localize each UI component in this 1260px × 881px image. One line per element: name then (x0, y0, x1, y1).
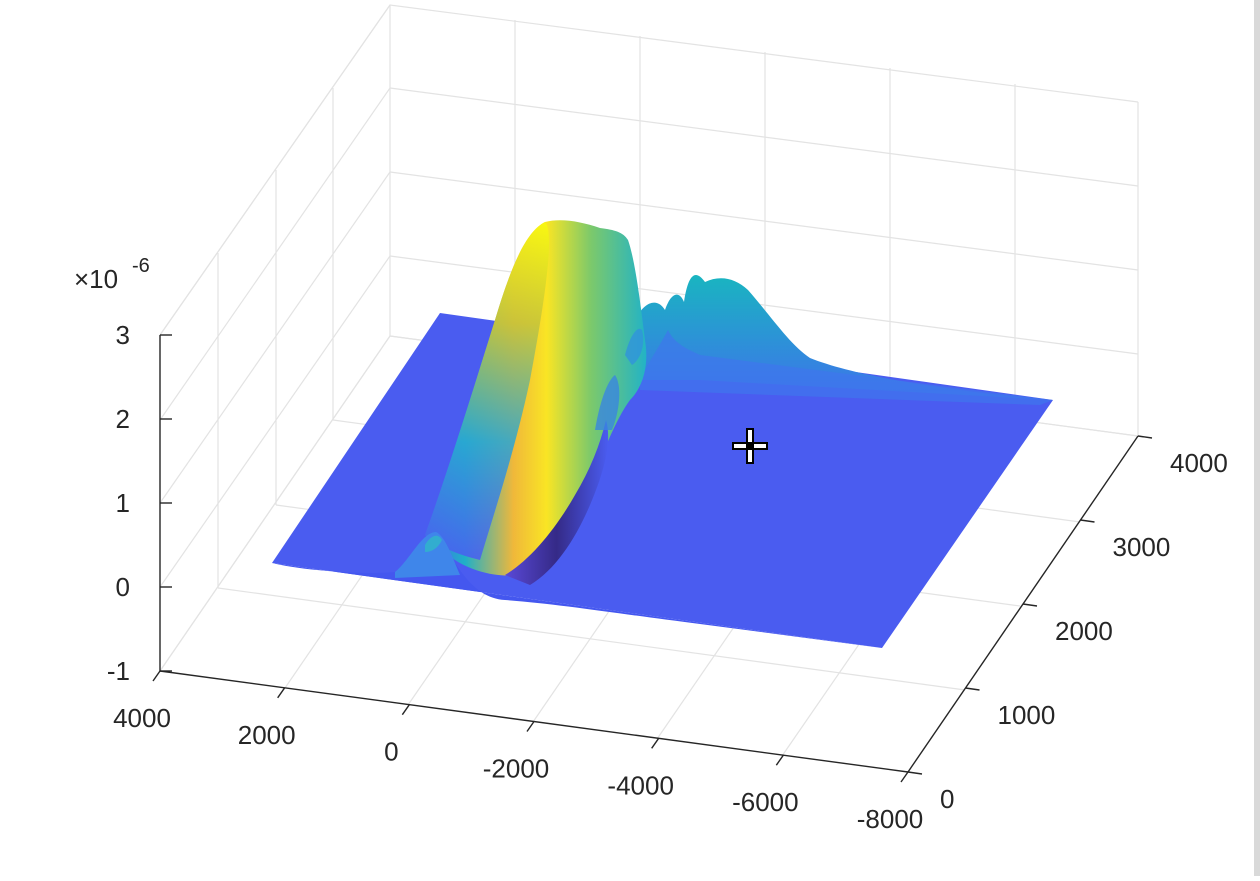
x-tick-label: -2000 (483, 754, 550, 784)
x-tick-mark (526, 721, 535, 732)
y-tick-label: 3000 (1113, 532, 1171, 562)
y-tick-label: 4000 (1170, 448, 1228, 478)
x-tick-label: -6000 (732, 787, 799, 817)
y-axis-ticks: 0 1000 2000 3000 4000 (907, 435, 1228, 814)
crosshair-cursor-icon (732, 428, 768, 464)
x-tick-mark (277, 687, 286, 699)
x-tick-label: 0 (384, 737, 398, 767)
y-tick-mark (907, 771, 923, 775)
x-tick-mark (775, 754, 784, 766)
x-tick-mark (152, 670, 161, 682)
x-tick-mark (401, 704, 410, 716)
z-exponent-power: -6 (132, 255, 150, 277)
surface (272, 220, 1053, 648)
x-tick-label: -4000 (607, 770, 674, 800)
x-axis-ticks: 4000 2000 0 -2000 -4000 -6000 -8000 (113, 670, 924, 834)
y-tick-mark (965, 687, 980, 691)
z-tick-label: 2 (116, 404, 130, 434)
x-tick-label: -8000 (857, 804, 924, 834)
y-tick-label: 2000 (1055, 616, 1113, 646)
y-tick-label: 0 (940, 784, 954, 814)
z-exponent-base: ×10 (74, 264, 118, 294)
z-exponent-label: ×10 -6 (74, 255, 150, 294)
x-tick-mark (651, 737, 660, 749)
y-tick-mark (1080, 519, 1095, 523)
y-tick-mark (1022, 603, 1038, 607)
y-tick-label: 1000 (998, 700, 1056, 730)
z-tick-label: 3 (116, 320, 130, 350)
x-tick-label: 2000 (238, 720, 296, 750)
window-edge (1254, 0, 1260, 876)
trough (505, 420, 609, 585)
z-tick-label: 1 (116, 488, 130, 518)
x-tick-mark (900, 771, 909, 783)
z-tick-label: 0 (116, 572, 130, 602)
z-tick-label: -1 (107, 656, 130, 686)
x-tick-label: 4000 (113, 703, 171, 733)
y-tick-mark (1137, 435, 1153, 439)
z-axis-ticks: -1 0 1 2 3 (107, 320, 172, 686)
